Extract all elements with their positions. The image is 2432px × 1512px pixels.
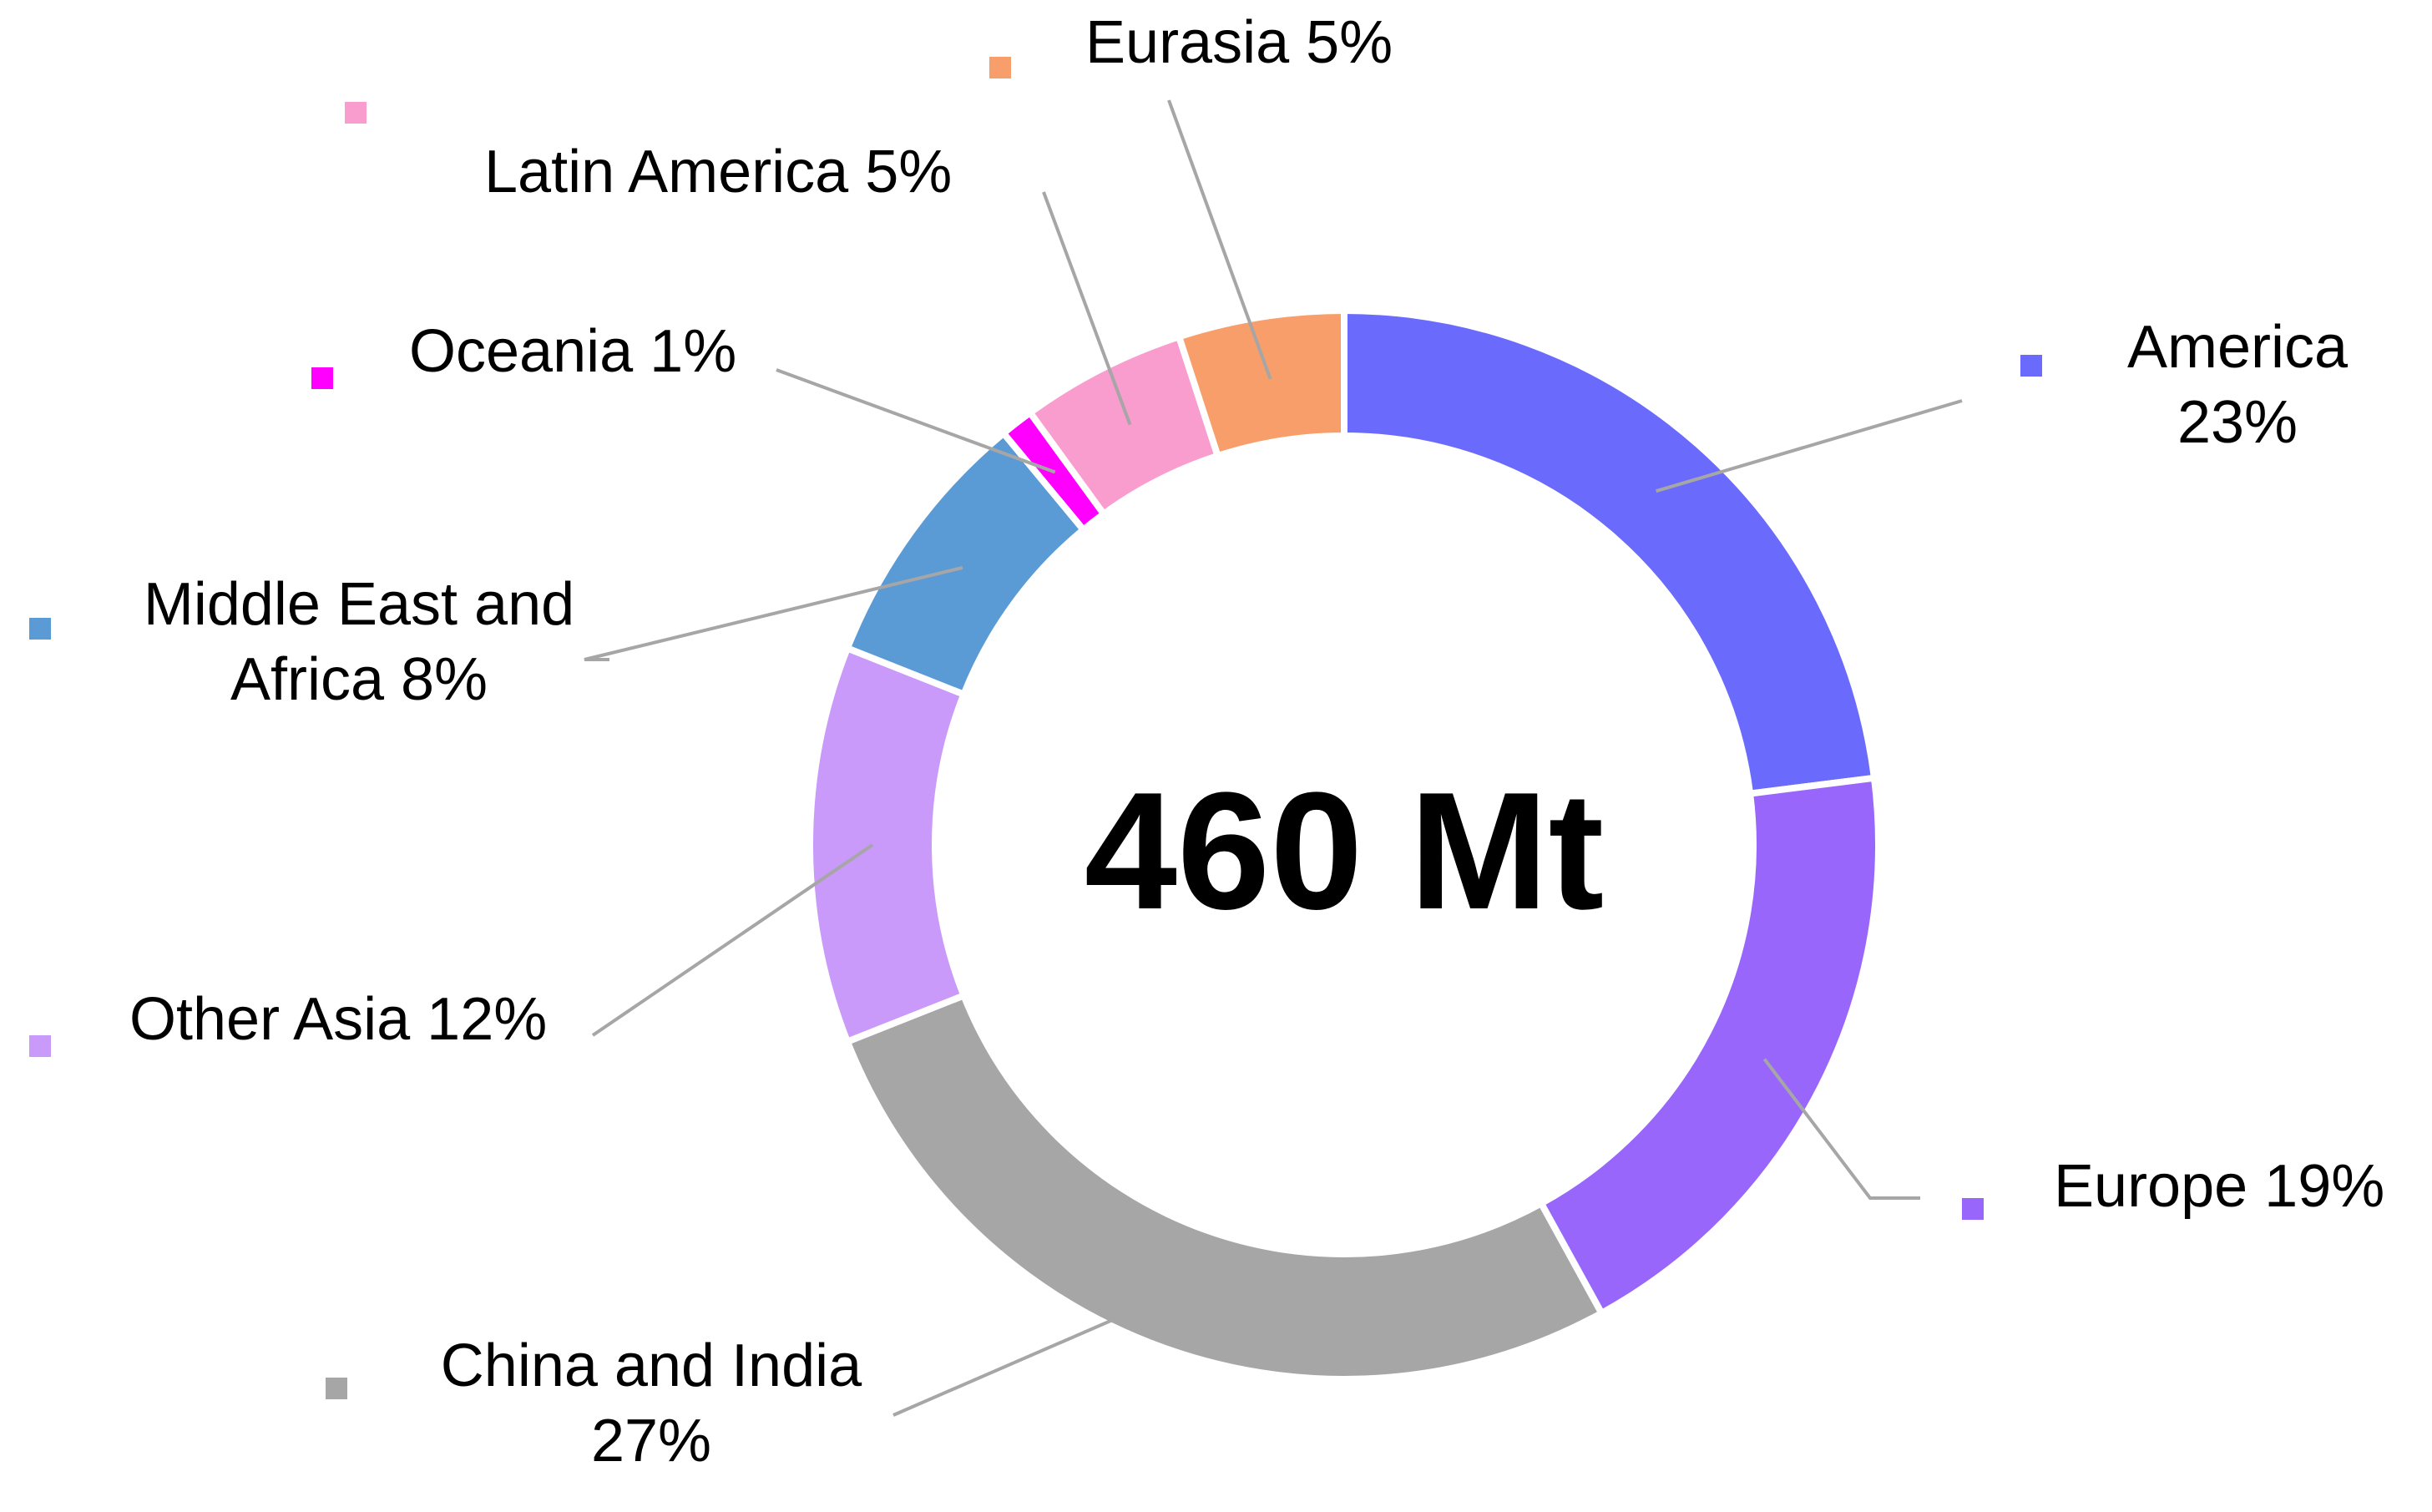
label-markers [29, 57, 2042, 1399]
marker-eurasia [989, 57, 1011, 78]
donut-slices [806, 306, 1882, 1383]
label-oceania: Oceania 1% [409, 318, 736, 385]
leader-line-latin-america [1042, 191, 1132, 426]
label-middle-east-and-africa: Middle East and Africa 8% [144, 571, 574, 713]
leader-line-america [1656, 399, 1963, 493]
marker-america [2020, 355, 2042, 377]
marker-latin-america [345, 102, 367, 124]
center-total-label: 460 Mt [1085, 758, 1604, 944]
leader-line-europe [1762, 1058, 1920, 1200]
slice-labels: America 23% Europe 19% China and India 27% Ot… [129, 9, 2384, 1474]
marker-middle-east-and-africa [29, 618, 51, 640]
label-america: America 23% [2127, 314, 2349, 456]
leader-lines [584, 99, 1963, 1417]
marker-china-and-india [326, 1378, 347, 1399]
slice-china-and-india [842, 991, 1606, 1383]
slice-other-asia [806, 644, 968, 1046]
marker-other-asia [29, 1035, 51, 1057]
label-other-asia: Other Asia 12% [129, 986, 547, 1053]
label-china-and-india: China and India 27% [441, 1332, 862, 1474]
label-europe: Europe 19% [2054, 1153, 2384, 1220]
slice-eurasia [1175, 306, 1347, 461]
slice-europe [1536, 774, 1882, 1318]
label-eurasia: Eurasia 5% [1085, 9, 1393, 76]
marker-europe [1962, 1198, 1984, 1220]
leader-line-china-and-india [892, 1287, 1186, 1417]
leader-line-oceania [776, 368, 1056, 474]
leader-line-eurasia [1167, 99, 1272, 380]
leader-line-other-asia [591, 843, 874, 1037]
marker-oceania [311, 367, 333, 389]
slice-america [1341, 306, 1878, 798]
label-latin-america: Latin America 5% [484, 139, 952, 205]
leader-line-middle-east-and-africa [584, 565, 963, 661]
